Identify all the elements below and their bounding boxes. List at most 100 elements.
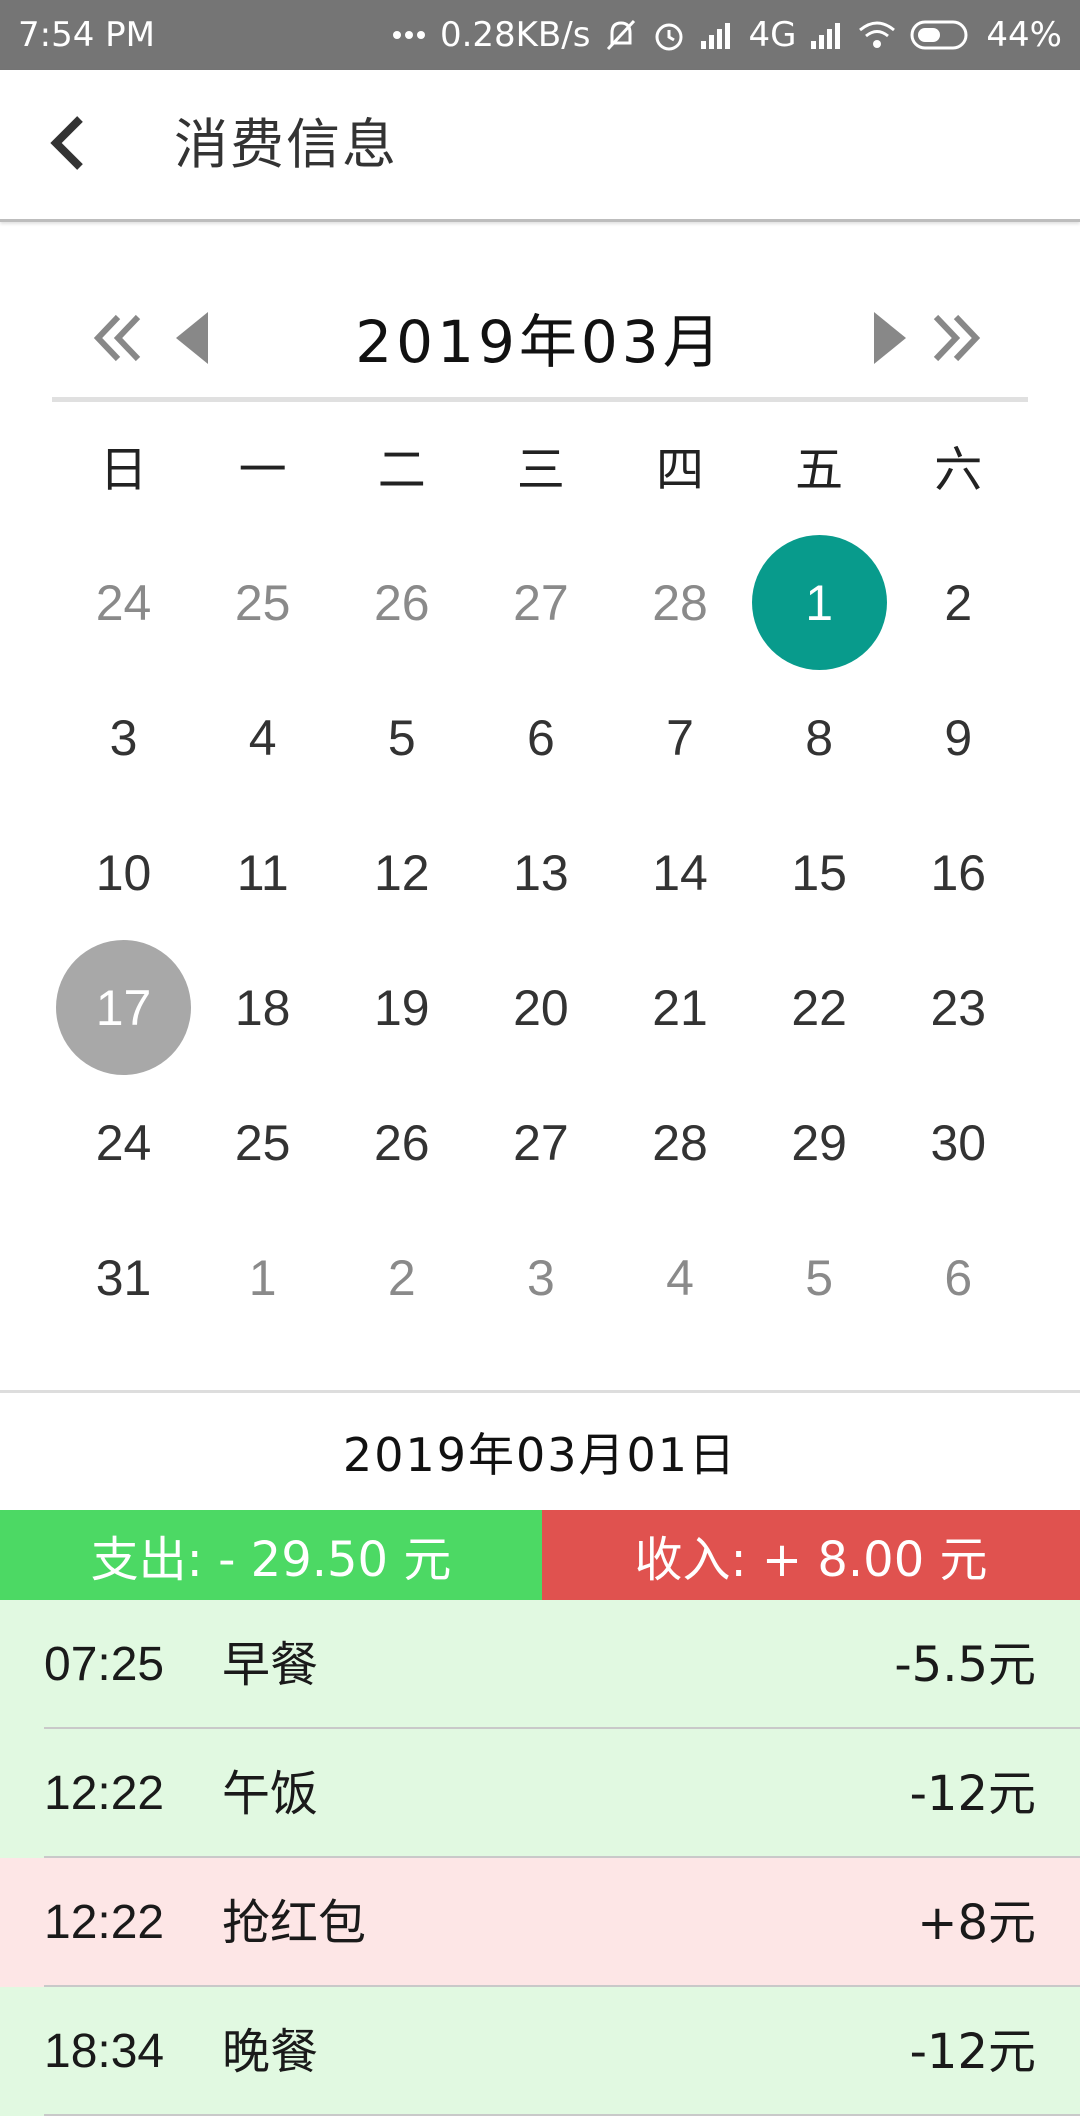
calendar-day-number: 20 xyxy=(513,979,569,1036)
row-divider xyxy=(44,1727,1080,1729)
calendar-week-row: 10 11 12 13 14 15 16 xyxy=(54,805,1028,940)
calendar-day[interactable]: 23 xyxy=(889,940,1028,1075)
calendar-day[interactable]: 20 xyxy=(471,940,610,1075)
row-divider xyxy=(44,1856,1080,1858)
calendar-day[interactable]: 25 xyxy=(193,535,332,670)
calendar-day-number: 31 xyxy=(95,1249,152,1306)
calendar-day-number: 24 xyxy=(95,574,152,631)
calendar-day-number: 6 xyxy=(527,709,555,766)
transaction-time: 12:22 xyxy=(44,1896,165,1949)
calendar-day[interactable]: 26 xyxy=(332,535,471,670)
calendar-day[interactable]: 9 xyxy=(889,670,1028,805)
calendar-day[interactable]: 21 xyxy=(611,940,750,1075)
calendar-day-number: 10 xyxy=(95,844,152,901)
calendar-day[interactable]: 12 xyxy=(332,805,471,940)
calendar-day[interactable]: 19 xyxy=(332,940,471,1075)
calendar-day-number: 19 xyxy=(374,979,430,1036)
weekday-label: 五 xyxy=(795,442,844,498)
calendar-day[interactable]: 27 xyxy=(471,535,610,670)
back-button[interactable] xyxy=(30,108,104,182)
double-right-icon xyxy=(928,311,982,369)
transaction-row[interactable]: 18:34 晚餐 -12元 xyxy=(0,1987,1080,2116)
prev-year-button[interactable] xyxy=(92,308,146,372)
calendar-day[interactable]: 15 xyxy=(750,805,889,940)
calendar-day[interactable]: 24 xyxy=(54,535,193,670)
calendar-day[interactable]: 29 xyxy=(750,1075,889,1210)
calendar-day[interactable]: 5 xyxy=(750,1210,889,1345)
silent-bell-icon xyxy=(604,17,638,53)
calendar-day[interactable]: 13 xyxy=(471,805,610,940)
calendar-day-number: 14 xyxy=(652,844,708,901)
calendar-day[interactable]: 30 xyxy=(889,1075,1028,1210)
calendar-day[interactable]: 31 xyxy=(54,1210,193,1345)
transaction-time: 18:34 xyxy=(44,2025,165,2078)
weekday-label: 三 xyxy=(516,442,565,498)
alarm-icon xyxy=(652,17,686,53)
calendar-day[interactable]: 22 xyxy=(750,940,889,1075)
income-total: 收入: + 8.00 元 xyxy=(542,1510,1080,1600)
calendar-day[interactable]: 3 xyxy=(471,1210,610,1345)
calendar-day[interactable]: 18 xyxy=(193,940,332,1075)
transaction-list: 07:25 早餐 -5.5元 12:22 午饭 -12元 12:22 抢红包 +8元 18:34 晚… xyxy=(0,1600,1080,2116)
calendar-day-number: 22 xyxy=(791,979,847,1036)
calendar-day[interactable]: 28 xyxy=(611,535,750,670)
calendar-day-number: 1 xyxy=(805,574,834,631)
calendar-day[interactable]: 6 xyxy=(889,1210,1028,1345)
next-month-button[interactable] xyxy=(870,308,910,372)
calendar-day[interactable]: 5 xyxy=(332,670,471,805)
weekday-label: 二 xyxy=(377,442,426,498)
calendar-day[interactable]: 1 xyxy=(193,1210,332,1345)
calendar-day[interactable]: 24 xyxy=(54,1075,193,1210)
battery-icon xyxy=(910,20,972,50)
calendar-day[interactable]: 8 xyxy=(750,670,889,805)
network-type: 4G xyxy=(748,15,797,55)
transaction-amount: +8元 xyxy=(917,1895,1036,1951)
calendar-day[interactable]: 10 xyxy=(54,805,193,940)
row-divider xyxy=(44,2114,1080,2116)
calendar-day-number: 2 xyxy=(387,1249,416,1306)
calendar-day-number: 6 xyxy=(944,1249,973,1306)
calendar-day-number: 5 xyxy=(805,1249,834,1306)
calendar-day-number: 18 xyxy=(234,979,291,1036)
calendar-grid: 24 25 26 27 28 1 2 3 4 5 6 7 8 9 10 11 12 13 14 15 16 17 18 19 2… xyxy=(54,535,1028,1345)
day-highlight-circle xyxy=(751,535,887,670)
calendar-week-row: 24 25 26 27 28 29 30 xyxy=(54,1075,1028,1210)
calendar-day[interactable]: 2 xyxy=(889,535,1028,670)
calendar-day[interactable]: 28 xyxy=(611,1075,750,1210)
calendar-week-row: 24 25 26 27 28 1 2 xyxy=(54,535,1028,670)
calendar-week-row: 17 18 19 20 21 22 23 xyxy=(54,940,1028,1075)
calendar-day[interactable]: 27 xyxy=(471,1075,610,1210)
transaction-amount: -5.5元 xyxy=(894,1637,1036,1693)
prev-month-button[interactable] xyxy=(172,308,212,372)
weekday-header: 日 一 二 三 四 五 六 xyxy=(54,420,1028,520)
calendar-day[interactable]: 26 xyxy=(332,1075,471,1210)
weekday-label: 日 xyxy=(99,442,148,498)
calendar-day[interactable]: 16 xyxy=(889,805,1028,940)
transaction-name: 午饭 xyxy=(222,1766,319,1822)
calendar-day-today[interactable]: 17 xyxy=(54,940,193,1075)
calendar-day-number: 8 xyxy=(805,709,834,766)
transaction-row[interactable]: 12:22 午饭 -12元 xyxy=(0,1729,1080,1858)
calendar-day-selected[interactable]: 1 xyxy=(750,535,889,670)
calendar-day[interactable]: 3 xyxy=(54,670,193,805)
calendar-day-number: 26 xyxy=(374,574,430,631)
calendar-day[interactable]: 4 xyxy=(611,1210,750,1345)
next-year-button[interactable] xyxy=(928,308,982,372)
calendar-day[interactable]: 6 xyxy=(471,670,610,805)
transaction-row[interactable]: 12:22 抢红包 +8元 xyxy=(0,1858,1080,1987)
wifi-icon xyxy=(858,20,896,50)
calendar-day-number: 28 xyxy=(652,1114,708,1171)
weekday-label: 六 xyxy=(934,442,983,498)
transaction-row[interactable]: 07:25 早餐 -5.5元 xyxy=(0,1600,1080,1729)
calendar-day[interactable]: 7 xyxy=(611,670,750,805)
calendar-day[interactable]: 2 xyxy=(332,1210,471,1345)
expense-total: 支出: - 29.50 元 xyxy=(0,1510,542,1600)
calendar-day[interactable]: 14 xyxy=(611,805,750,940)
calendar-day[interactable]: 11 xyxy=(193,805,332,940)
transaction-time: 12:22 xyxy=(44,1767,165,1820)
selected-date-label: 2019年03月01日 xyxy=(342,1428,738,1482)
calendar-day[interactable]: 4 xyxy=(193,670,332,805)
transaction-name: 早餐 xyxy=(222,1637,319,1693)
calendar-day-number: 5 xyxy=(387,709,416,766)
calendar-day[interactable]: 25 xyxy=(193,1075,332,1210)
